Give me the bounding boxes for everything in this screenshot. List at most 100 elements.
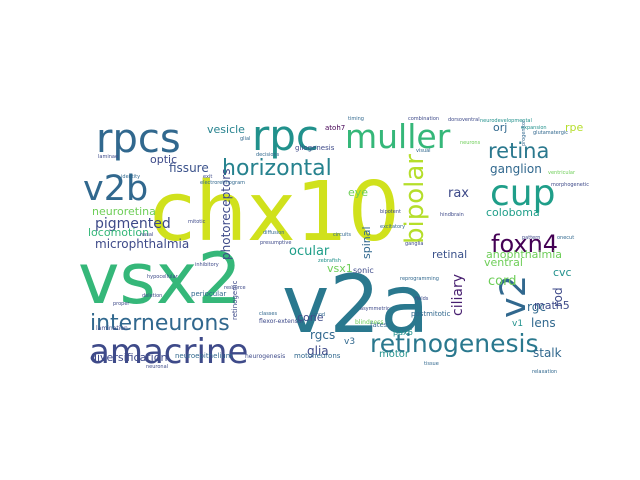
word-laminae: laminae <box>98 154 118 160</box>
word-morphogenetic: morphogenetic <box>551 182 589 188</box>
word-hindbrain: hindbrain <box>440 212 464 218</box>
word-pigmented: pigmented <box>95 216 171 232</box>
word-visual: visual <box>416 148 431 154</box>
word-reprogramming: reprogramming <box>400 276 439 282</box>
word-cup: cup <box>490 173 555 214</box>
word-classes: classes <box>259 311 277 317</box>
word-v2a: v2a <box>282 258 429 351</box>
word-nasal: nasal <box>140 232 153 238</box>
word-horizontal: horizontal <box>222 156 332 181</box>
word-tissue: tissue <box>424 361 439 367</box>
word-vsx2: vsx2 <box>78 238 242 320</box>
word-expansion: expansion <box>521 125 547 131</box>
word-postmitotic: postmitotic <box>411 310 451 318</box>
word-photoreceptors: photoreceptors <box>219 169 233 261</box>
word-microphthalmia: microphthalmia <box>95 237 189 251</box>
word-combination: combination <box>408 116 439 122</box>
word-dorsoventral: dorsoventral <box>448 117 480 123</box>
word-ciliary: ciliary <box>450 274 466 316</box>
word-ganglia: ganglia <box>405 241 423 247</box>
word-timing: timing <box>348 116 364 122</box>
word-asymmetric: asymmetric <box>360 306 390 312</box>
word-rpc: rpc <box>252 111 319 160</box>
word-rgcs: rgcs <box>310 328 335 342</box>
word-rod: rod <box>551 287 565 307</box>
word-proper: proper <box>113 301 130 307</box>
word-diffusion: diffusion <box>263 230 284 236</box>
word-hypocellular: hypocellular <box>147 274 179 280</box>
word-cord: cord <box>488 274 516 289</box>
word-lens: lens <box>531 316 556 330</box>
word-periocular: periocular <box>191 290 226 298</box>
word-v3: v3 <box>344 337 355 347</box>
word-lamination: lamination <box>96 325 128 332</box>
word-pax6: pax6 <box>393 328 413 337</box>
word-interneurons: interneurons <box>90 311 230 336</box>
word-v1: v1 <box>512 319 523 329</box>
word-fissure: fissure <box>169 161 209 175</box>
word-atoh7: atoh7 <box>325 124 345 132</box>
word-ganglion: ganglion <box>490 162 542 176</box>
word-neuroretina: neuroretina <box>92 205 156 218</box>
word-coloboma: coloboma <box>486 206 540 219</box>
word-mitotic: mitotic <box>188 219 206 225</box>
word-onecut: onecut <box>557 235 574 241</box>
word-deletion: deletion <box>142 293 162 299</box>
word-neurons: neurons <box>460 140 481 146</box>
word-gliogenesis: gliogenesis <box>295 144 335 152</box>
word-retinal: retinal <box>432 248 467 261</box>
word-fields: fields <box>415 296 429 302</box>
word-optic: optic <box>150 153 177 166</box>
word-excitatory: excitatory <box>380 224 405 230</box>
word-spinal: spinal <box>360 226 373 259</box>
word-ocular: ocular <box>289 244 330 259</box>
word-glia: glia <box>307 344 329 358</box>
word-inhibitory: inhibitory <box>195 262 219 268</box>
word-glutamatergic: glutamatergic <box>533 130 568 136</box>
word-exit: exit <box>203 174 212 180</box>
word-foxn4: foxn4 <box>491 230 558 258</box>
word-retinogenic: retinogenic <box>231 280 239 320</box>
word-tmod: tmod <box>312 312 325 318</box>
word-zebrafish: zebrafish <box>318 258 341 264</box>
word-amacrine: amacrine <box>89 332 248 372</box>
word-eye: eye <box>348 186 368 199</box>
word-identity: identity <box>121 174 140 180</box>
word-flexor-extensor: flexor-extensor <box>259 318 304 325</box>
word-cvc: cvc <box>553 266 572 279</box>
word-decisions: decisions <box>256 152 280 158</box>
word-glial: glial <box>240 136 250 142</box>
word-neurogenesis: neurogenesis <box>245 353 285 360</box>
word-locomotion: locomotion <box>88 226 149 239</box>
word-retina: retina <box>488 139 549 163</box>
word-chx10: chx10 <box>150 165 400 260</box>
word-motoneurons: motoneurons <box>294 352 341 360</box>
word-v2b: v2b <box>83 169 148 209</box>
word-neuroepithelium: neuroepithelium <box>175 352 233 360</box>
word-neuronal: neuronal <box>146 364 168 370</box>
word-math5: math5 <box>534 299 570 312</box>
word-cone: cone <box>297 311 324 324</box>
word-rax: rax <box>448 186 469 201</box>
word-stalk: stalk <box>533 346 562 360</box>
word-progenitor: progenitor <box>521 119 527 146</box>
word-sonic: sonic <box>353 266 374 275</box>
word-pattern: pattern <box>522 235 540 241</box>
word-motor: motor <box>379 349 410 360</box>
word-rpe: rpe <box>565 121 584 134</box>
word-rgc: rgc <box>527 300 546 314</box>
word-muller: muller <box>345 117 451 156</box>
word-vesicle: vesicle <box>207 123 245 136</box>
word-ventral: ventral <box>484 256 523 269</box>
word-bipolar: bipolar <box>400 154 430 244</box>
word-relaxation: relaxation <box>532 369 557 375</box>
word-circuits: circuits <box>333 232 351 238</box>
word-ventricular: ventricular <box>548 170 576 176</box>
word-retinogenesis: retinogenesis <box>370 329 538 358</box>
word-neurodevelopmental: neurodevelopmental <box>480 118 532 124</box>
word-v2: v2 <box>494 275 534 318</box>
word-fates: fates <box>370 321 388 329</box>
word-diversification: diversification <box>90 351 167 364</box>
word-rpcs: rpcs <box>96 116 181 162</box>
